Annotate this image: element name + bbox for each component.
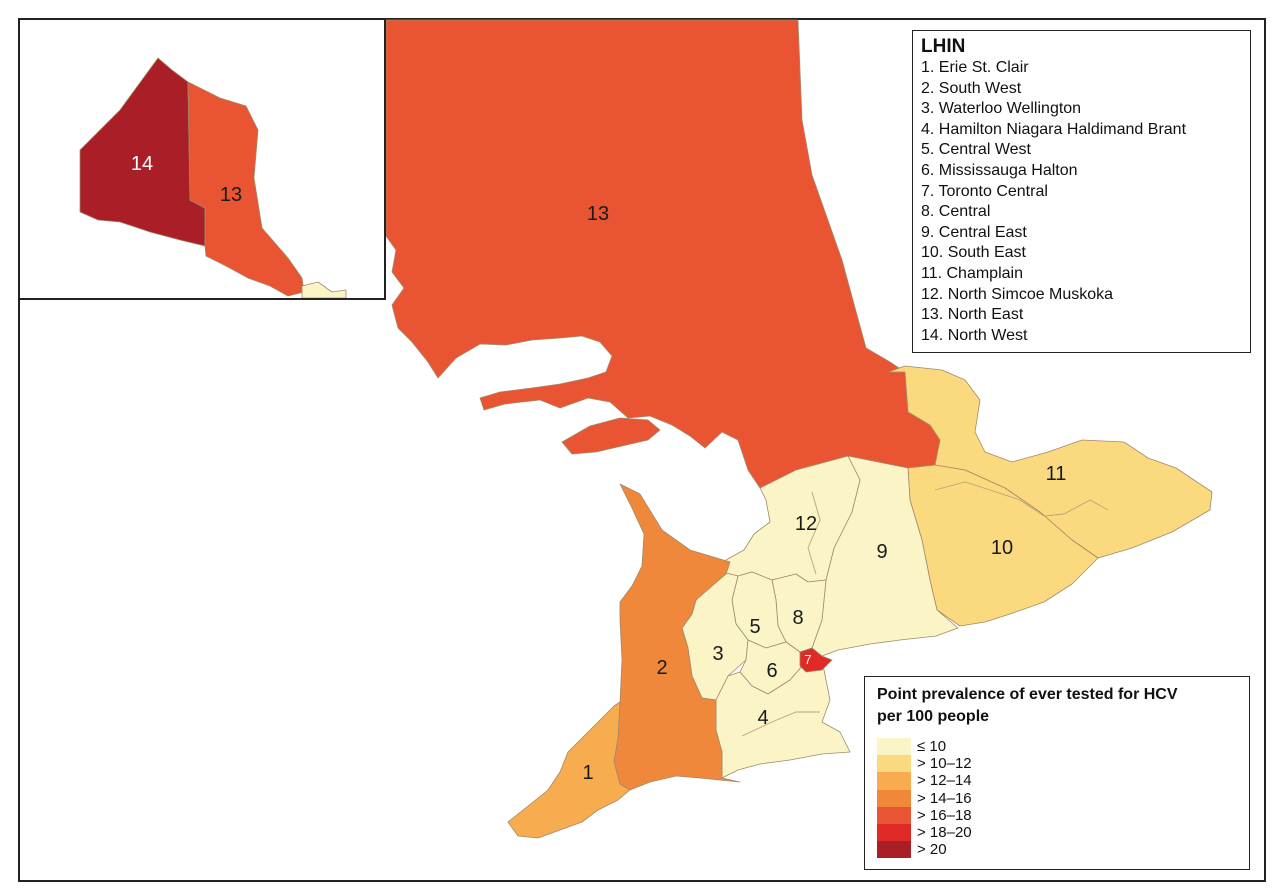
lhin-legend: LHIN 1. Erie St. Clair 2. South West 3. …	[912, 30, 1251, 353]
label-5: 5	[749, 616, 760, 638]
inset-region-13-north-east	[187, 81, 305, 297]
lhin-legend-item: 8. Central	[921, 203, 991, 221]
sub-boundary-line	[934, 481, 1109, 517]
legend-swatch	[877, 772, 911, 790]
lhin-legend-item: 10. South East	[921, 244, 1026, 262]
prevalence-legend-swatches: ≤ 10 > 10–12 > 12–14 > 14–16 > 16–18 > 1…	[877, 738, 1237, 859]
legend-class-row: > 18–20	[877, 823, 1237, 842]
legend-class-row: > 10–12	[877, 755, 1237, 773]
legend-class-row: > 14–16	[877, 789, 1237, 807]
label-6: 6	[766, 660, 777, 682]
label-1: 1	[582, 762, 593, 784]
legend-swatch	[877, 806, 911, 824]
region-4-hamilton-niagara	[715, 659, 851, 779]
region-2-south-west	[613, 483, 741, 791]
region-13-north-east	[385, 19, 941, 489]
legend-class-label: > 20	[917, 841, 947, 859]
lhin-legend-item: 13. North East	[921, 306, 1024, 324]
lhin-legend-item: 2. South West	[921, 79, 1022, 97]
lhin-legend-item: 14. North West	[921, 326, 1028, 344]
lhin-legend-item: 5. Central West	[921, 141, 1031, 159]
lhin-legend-item: 12. North Simcoe Muskoka	[921, 285, 1114, 303]
legend-class-row: > 16–18	[877, 806, 1237, 824]
legend-class-label: ≤ 10	[917, 738, 947, 756]
legend-class-label: > 12–14	[917, 772, 972, 790]
label-8: 8	[792, 607, 803, 629]
label-9: 9	[876, 541, 887, 563]
prevalence-legend-title: Point prevalence of ever tested for HCV	[877, 686, 1178, 703]
lhin-legend-title: LHIN	[921, 36, 966, 57]
legend-class-row: > 12–14	[877, 772, 1237, 790]
sub-boundary-line	[741, 711, 820, 737]
label-4: 4	[757, 707, 768, 729]
prevalence-legend-title-line2: per 100 people	[877, 708, 990, 725]
region-1-erie-st-clair	[507, 701, 631, 839]
legend-swatch	[877, 738, 911, 756]
label-7: 7	[804, 652, 811, 667]
lhin-legend-item: 1. Erie St. Clair	[921, 59, 1029, 76]
lhin-legend-item: 7. Toronto Central	[921, 182, 1048, 200]
lhin-legend-item: 4. Hamilton Niagara Haldimand Brant	[921, 120, 1187, 138]
legend-class-label: > 10–12	[917, 755, 972, 773]
label-11: 11	[1046, 463, 1067, 485]
sub-boundary-line	[807, 491, 821, 575]
lhin-legend-item: 11. Champlain	[921, 264, 1023, 282]
label-2: 2	[656, 657, 667, 679]
label-10: 10	[991, 537, 1013, 559]
prevalence-legend: Point prevalence of ever tested for HCV …	[864, 676, 1250, 870]
legend-class-row: > 20	[877, 841, 1237, 859]
legend-class-label: > 18–20	[917, 824, 972, 842]
legend-swatch	[877, 841, 911, 859]
legend-class-label: > 14–16	[917, 789, 972, 807]
lhin-legend-item: 6. Mississauga Halton	[921, 161, 1078, 179]
inset-label-14: 14	[131, 153, 153, 175]
region-13-island	[561, 417, 661, 455]
legend-class-row: ≤ 10	[877, 738, 1237, 756]
legend-swatch	[877, 755, 911, 773]
region-11-champlain	[887, 365, 1213, 559]
legend-swatch	[877, 823, 911, 842]
lhin-legend-item: 3. Waterloo Wellington	[921, 100, 1082, 118]
lhin-legend-item: 9. Central East	[921, 223, 1027, 241]
legend-class-label: > 16–18	[917, 806, 972, 824]
inset-frame	[18, 18, 386, 300]
inset-label-13: 13	[220, 184, 242, 206]
label-12: 12	[795, 513, 817, 535]
label-3: 3	[712, 643, 723, 665]
label-13-main: 13	[587, 203, 609, 225]
region-7-toronto-central	[799, 647, 833, 673]
legend-swatch	[877, 789, 911, 807]
